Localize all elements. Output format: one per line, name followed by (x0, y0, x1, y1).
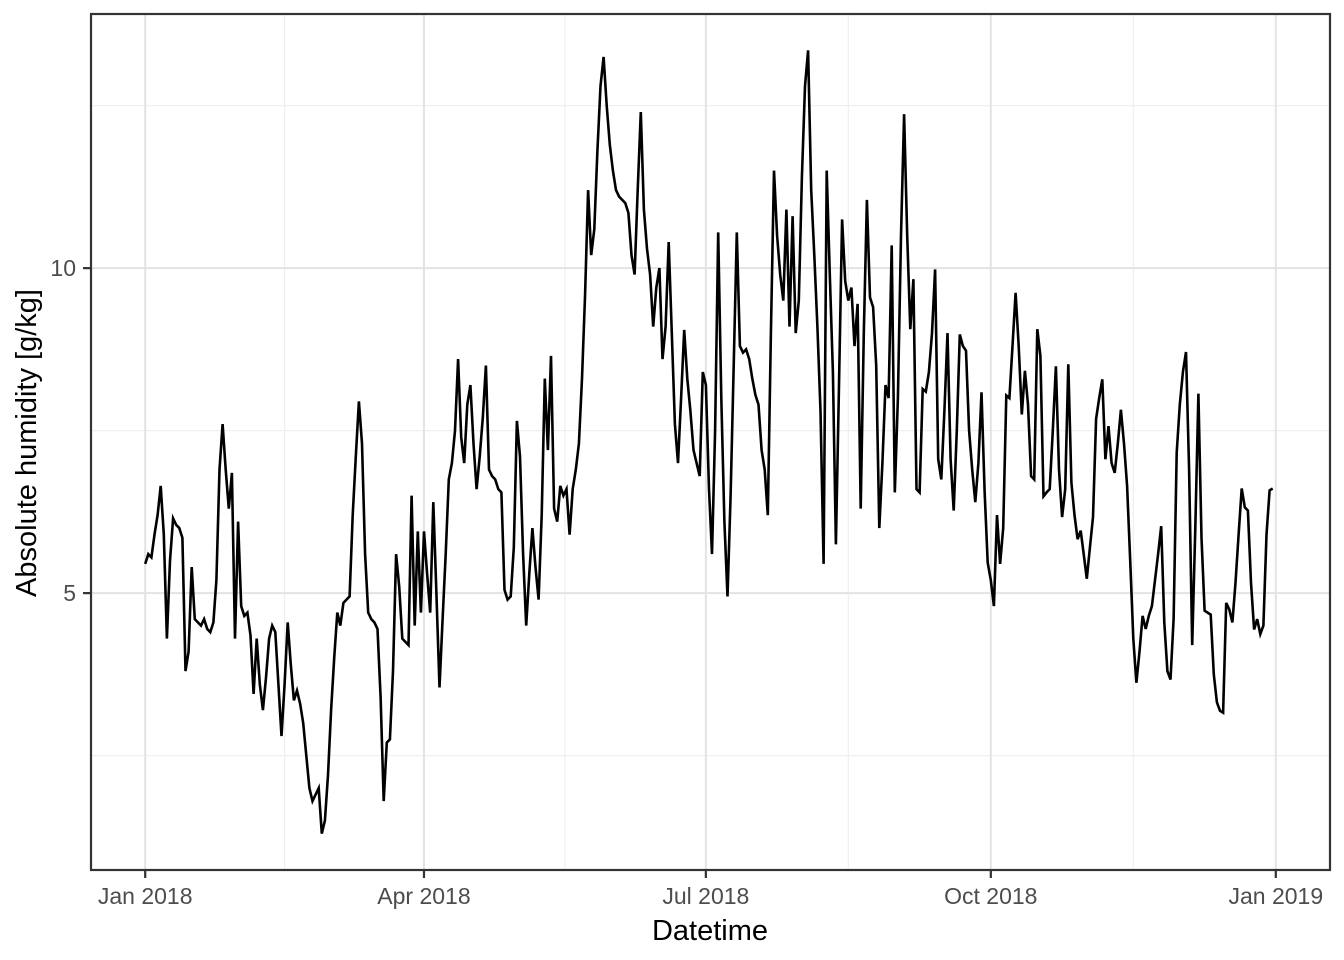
panel-border-group (89, 12, 1332, 872)
tick-labels-group: Jan 2018 Apr 2018 Jul 2018 Oct 2018 Jan 2019… (50, 255, 1323, 909)
y-tick-label: 5 (63, 580, 76, 606)
y-axis-title: Absolute humidity [g/kg] (11, 289, 43, 597)
major-gridlines (91, 14, 1330, 870)
x-tick-label: Apr 2018 (377, 883, 470, 909)
panel-border (89, 12, 1332, 872)
x-tick-label: Oct 2018 (944, 883, 1037, 909)
x-tick-label: Jul 2018 (662, 883, 749, 909)
data-line-group (143, 50, 1274, 834)
axis-ticks-group (83, 267, 1277, 878)
y-tick-label: 10 (50, 255, 76, 281)
minor-gridlines (91, 14, 1330, 870)
x-tick-label: Jan 2019 (1228, 883, 1323, 909)
series-line-absolute-humidity (143, 50, 1274, 834)
x-axis-title: Datetime (652, 915, 768, 947)
x-tick-label: Jan 2018 (98, 883, 193, 909)
